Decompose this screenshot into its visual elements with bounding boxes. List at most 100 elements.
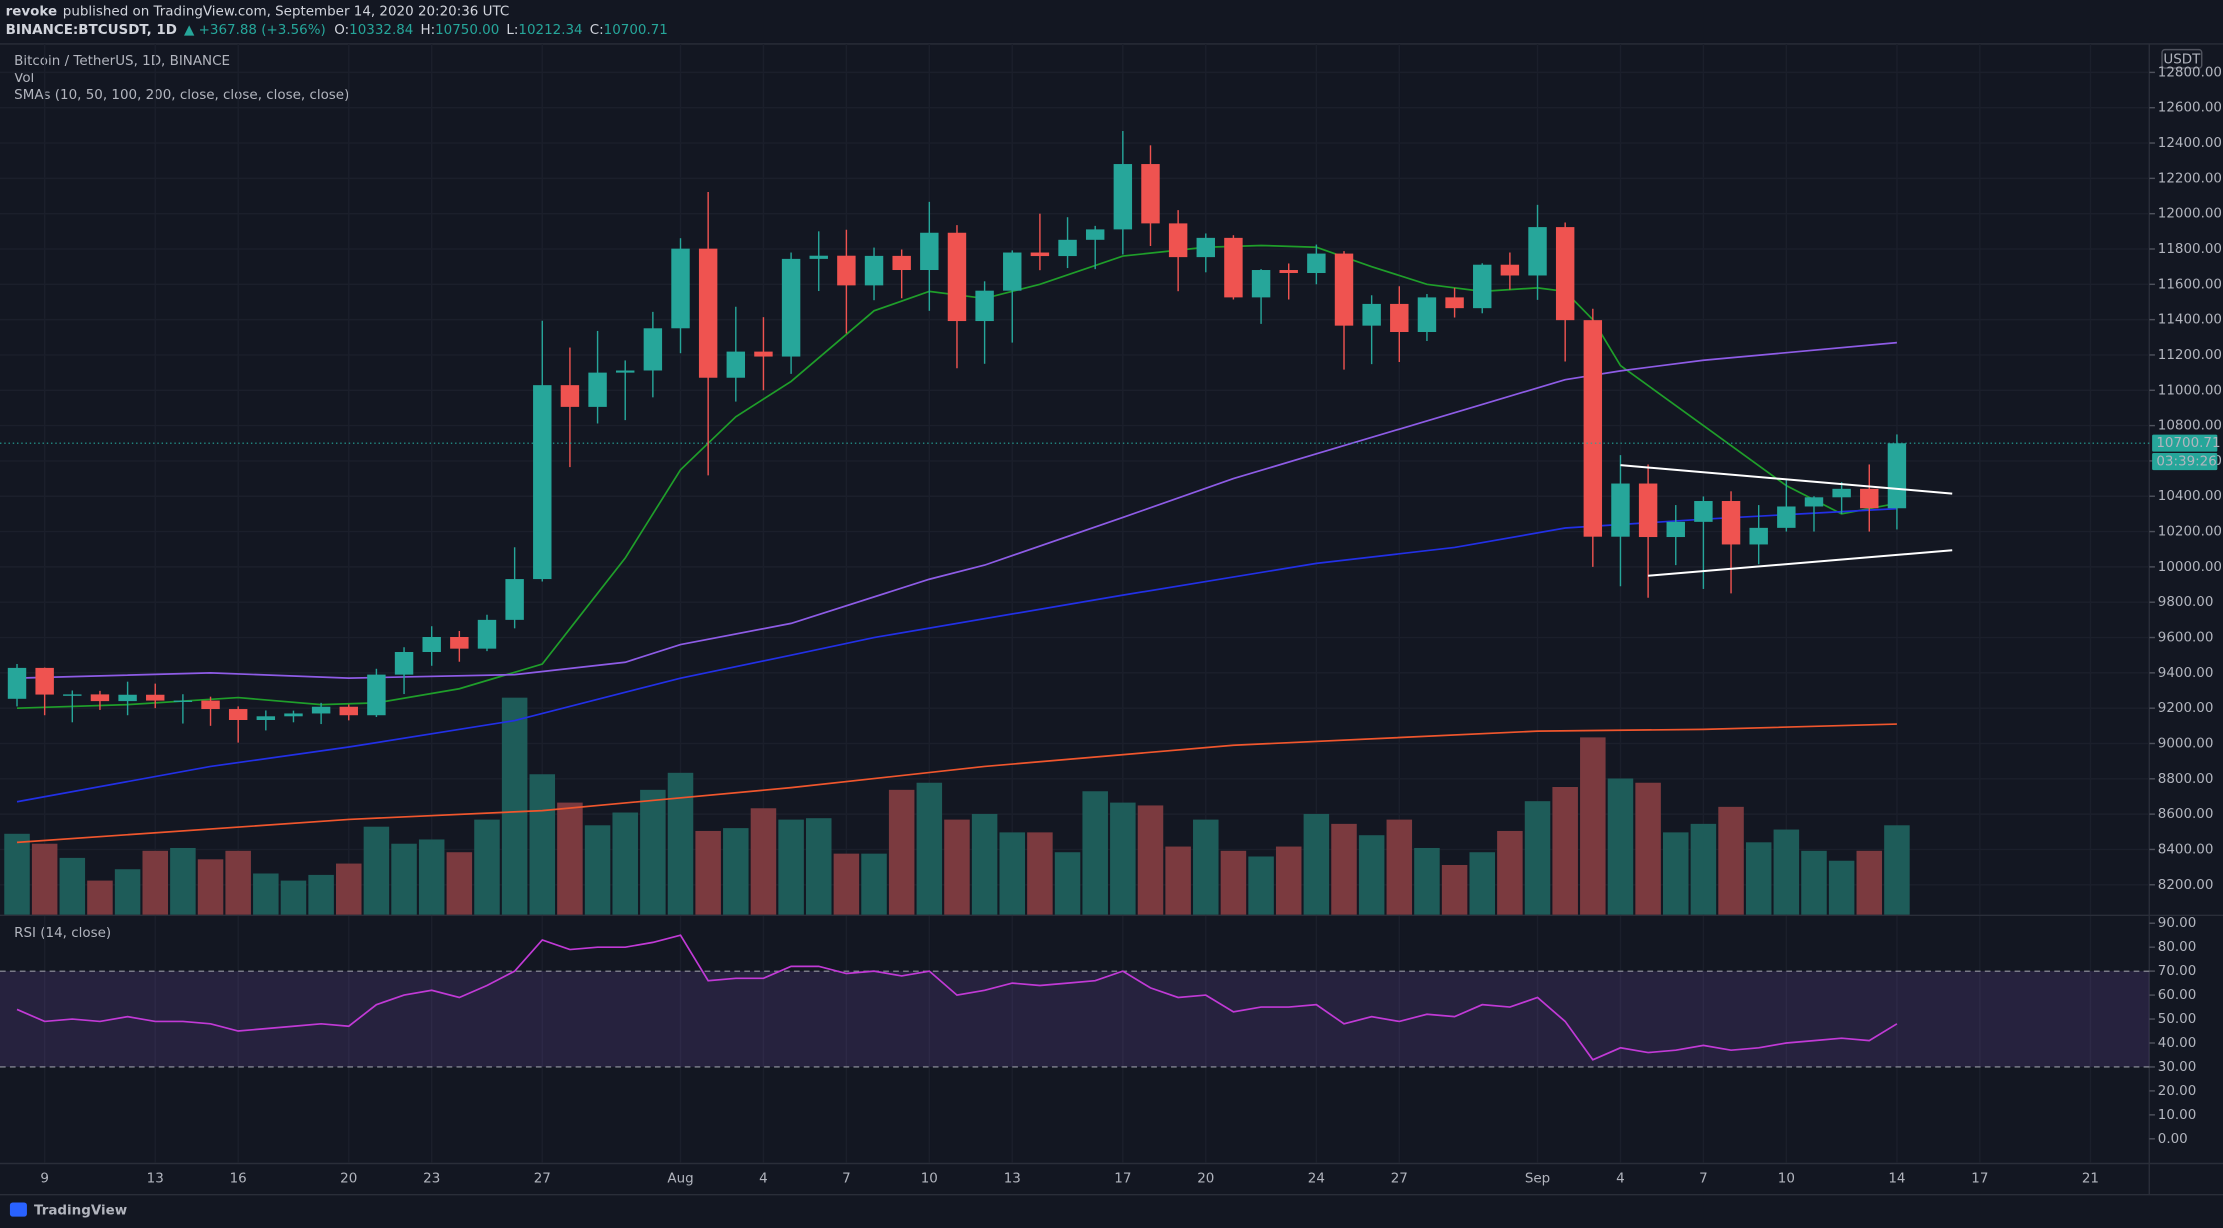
y-tick-label: 40.00 (2158, 1036, 2197, 1051)
y-tick-label: 10200.00 (2158, 525, 2222, 540)
volume-bar (1469, 852, 1495, 915)
candle-body (1721, 501, 1741, 545)
sma-line (16, 341, 1897, 679)
candle-body (1666, 521, 1685, 538)
volume-bar (31, 843, 58, 915)
candle-body (1500, 264, 1520, 276)
candle-body (864, 255, 884, 286)
rsi-legend: RSI (14, close) (14, 926, 111, 941)
candle-body (809, 255, 828, 259)
y-tick-label: 9600.00 (2158, 631, 2214, 646)
volume-bar (1497, 830, 1523, 915)
volume-bar (750, 808, 777, 915)
volume-bar (888, 789, 915, 915)
currency: USDT (2163, 53, 2201, 68)
y-tick-label: 8600.00 (2158, 807, 2214, 822)
ohlc-label: O: (334, 23, 349, 38)
candle-body (284, 713, 303, 717)
y-tick-label: 10.00 (2158, 1108, 2197, 1123)
rsi-line (16, 934, 1898, 1061)
x-tick-label: 27 (534, 1171, 551, 1186)
candle-body (35, 667, 54, 695)
y-tick-label: 11800.00 (2158, 242, 2222, 257)
candle-body (394, 652, 414, 675)
candle-body (1279, 270, 1298, 274)
candle-body (1832, 488, 1851, 498)
candle-body (920, 232, 939, 271)
x-tick-label: 13 (147, 1171, 164, 1186)
x-tick-label: 10 (921, 1171, 938, 1186)
volume-bar (4, 833, 30, 915)
last-price-tag (2152, 434, 2218, 452)
currency-box (2161, 48, 2203, 69)
y-tick-label: 10400.00 (2158, 489, 2222, 504)
candle-body (477, 619, 497, 649)
volume-bar (999, 832, 1026, 915)
x-tick-label: 16 (230, 1171, 247, 1186)
volume-bar (1828, 860, 1855, 915)
x-tick-label: 20 (1197, 1171, 1214, 1186)
header-bar (0, 0, 2223, 43)
y-tick-label: 11400.00 (2158, 313, 2222, 328)
y-tick-label: 8200.00 (2158, 878, 2214, 893)
volume-bar (971, 813, 998, 915)
y-tick-label: 9800.00 (2158, 595, 2214, 610)
candle-body (892, 255, 911, 271)
x-tick-label: 9 (40, 1171, 49, 1186)
x-tick-label: 13 (1004, 1171, 1021, 1186)
ohlc-value: 10750.00 (435, 23, 499, 38)
candle-body (1555, 227, 1575, 321)
candle-body (1445, 297, 1464, 309)
volume-bar (916, 782, 943, 915)
volume-bar (474, 819, 500, 915)
volume-bar (1110, 802, 1136, 915)
y-tick-label: 9000.00 (2158, 736, 2214, 751)
candle-body (1196, 237, 1215, 258)
candle-body (1113, 164, 1133, 230)
candle-body (63, 694, 82, 696)
y-tick-label: 11000.00 (2158, 383, 2222, 398)
volume-bar (1884, 825, 1910, 915)
volume-bar (1165, 846, 1191, 915)
ohlc-label: L: (506, 23, 518, 38)
candle-body (1777, 506, 1796, 528)
volume-bar (363, 826, 390, 915)
publish-line: revoke published on TradingView.com, Sept… (6, 4, 510, 19)
y-tick-label: 8800.00 (2158, 772, 2214, 787)
candle-body (450, 636, 469, 649)
volume-bar (1773, 829, 1800, 915)
y-tick-label: 70.00 (2158, 964, 2197, 979)
volume-bar (336, 863, 362, 915)
volume-bar (584, 825, 611, 915)
volume-bar (1635, 782, 1661, 915)
ohlc-label: C: (590, 23, 604, 38)
publish-info: published on TradingView.com, September … (63, 4, 510, 19)
volume-bar (1331, 823, 1357, 915)
sma-line (16, 723, 1897, 844)
symbol: BINANCE:BTCUSDT, 1D (6, 23, 177, 38)
candle-body (781, 258, 801, 357)
x-tick-label: 27 (1391, 1171, 1408, 1186)
candle-body (947, 232, 967, 322)
volume-bar (253, 873, 279, 915)
sma-line (16, 507, 1897, 803)
candle-body (1058, 239, 1077, 257)
candle-body (698, 248, 718, 378)
x-tick-label: 17 (1971, 1171, 1988, 1186)
ohlc-value: 10212.34 (518, 23, 582, 38)
volume-bar (391, 843, 417, 915)
x-tick-label: 23 (423, 1171, 440, 1186)
candle-body (1860, 488, 1879, 509)
y-tick-label: 90.00 (2158, 916, 2197, 931)
candle-body (118, 694, 137, 702)
volume-bar (640, 789, 666, 915)
countdown: 03:39:26 (2156, 455, 2216, 470)
y-tick-label: 0.00 (2158, 1132, 2188, 1147)
volume-bar (612, 812, 638, 915)
candle-body (1251, 270, 1271, 298)
candle-body (1307, 253, 1326, 274)
candle-body (643, 328, 663, 371)
candle-body (90, 694, 110, 702)
candle-body (201, 700, 220, 710)
